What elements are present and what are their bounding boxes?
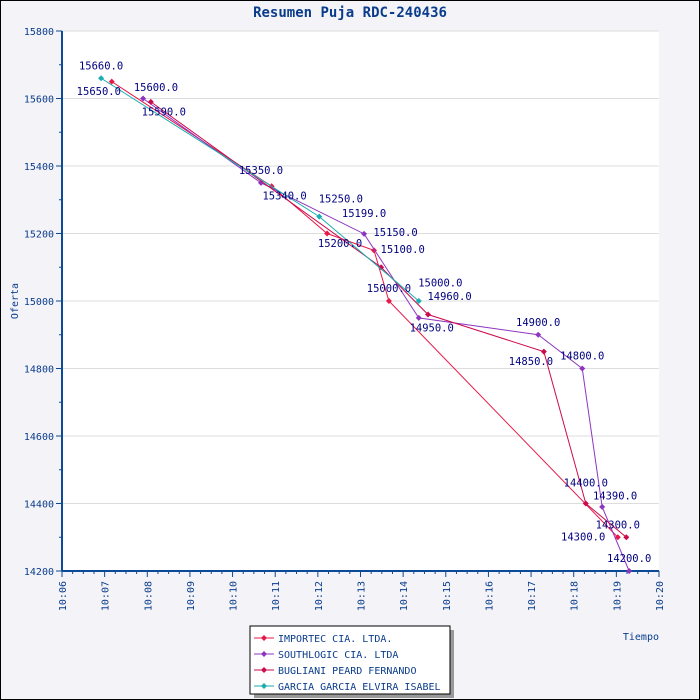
y-tick-label: 14200: [24, 567, 54, 578]
data-label: 15340.0: [262, 191, 306, 203]
data-point: [415, 298, 422, 304]
data-point: [98, 75, 105, 82]
data-point: [361, 230, 368, 237]
x-tick-label: 10:13: [357, 581, 368, 611]
data-label: 14200.0: [607, 553, 651, 565]
series-line-1: [142, 98, 630, 572]
data-point: [540, 348, 547, 355]
data-point: [378, 264, 385, 271]
series-line-2: [150, 101, 627, 538]
data-point: [415, 314, 422, 321]
y-tick-label: 15200: [24, 230, 54, 241]
data-point: [425, 311, 432, 318]
data-point: [614, 534, 621, 541]
x-tick-label: 10:14: [399, 581, 410, 611]
y-tick-label: 15800: [24, 27, 54, 38]
data-point: [535, 331, 542, 338]
legend-entry: GARCIA GARCIA ELVIRA ISABEL: [278, 682, 441, 693]
legend-entry: SOUTHLOGIC CIA. LTDA: [278, 650, 398, 661]
x-tick-label: 10:17: [527, 581, 538, 611]
series-line-0: [111, 81, 619, 538]
y-tick-label: 15600: [24, 95, 54, 106]
legend: IMPORTEC CIA. LTDA. SOUTHLOGIC CIA. LTDA B…: [249, 625, 454, 698]
y-tick-label: 14800: [24, 365, 54, 376]
y-tick-label: 14600: [24, 432, 54, 443]
data-point: [140, 95, 147, 102]
data-label: 14900.0: [516, 317, 560, 329]
y-tick-label: 15000: [24, 297, 54, 308]
data-label: 14850.0: [509, 356, 553, 368]
data-point: [579, 365, 586, 372]
data-label: 14300.0: [596, 519, 640, 531]
legend-entry: IMPORTEC CIA. LTDA.: [278, 634, 392, 645]
x-tick-label: 10:08: [143, 581, 154, 611]
data-point: [599, 503, 606, 510]
data-label: 15100.0: [381, 244, 425, 256]
data-label: 14390.0: [593, 490, 637, 502]
data-label: 14300.0: [561, 531, 605, 543]
x-tick-label: 10:09: [186, 581, 197, 611]
y-axis-label: Oferta: [10, 283, 21, 319]
chart-title: Resumen Puja RDC-240436: [253, 5, 447, 21]
data-point: [316, 213, 323, 220]
x-tick-label: 10:18: [570, 581, 581, 611]
data-point: [623, 534, 630, 541]
data-label: 14400.0: [564, 478, 608, 490]
data-label: 15600.0: [134, 82, 178, 94]
data-point: [108, 78, 115, 85]
x-tick-label: 10:15: [442, 581, 453, 611]
legend-marker-icon: [261, 683, 267, 689]
data-point: [385, 298, 392, 304]
data-label: 15000.0: [418, 278, 462, 290]
y-tick-label: 14400: [24, 500, 54, 511]
x-tick-label: 10:11: [271, 581, 282, 611]
x-tick-label: 10:10: [229, 581, 240, 611]
data-label: 15350.0: [239, 165, 283, 177]
data-point: [626, 568, 633, 574]
data-label: 15000.0: [367, 283, 411, 295]
legend-marker-icon: [261, 651, 267, 657]
data-point: [147, 98, 154, 105]
data-label: 15150.0: [373, 227, 417, 239]
legend-marker-icon: [261, 667, 267, 673]
legend-box: [249, 625, 451, 695]
x-tick-label: 10:20: [655, 581, 666, 611]
data-point: [324, 230, 331, 237]
data-label: 15199.0: [342, 208, 386, 220]
legend-marker-icon: [261, 635, 267, 641]
data-label: 15660.0: [79, 60, 123, 72]
x-axis-label: Tiempo: [623, 632, 659, 643]
x-tick-label: 10:07: [101, 581, 112, 611]
data-label: 14960.0: [427, 291, 471, 303]
data-point: [582, 500, 589, 507]
data-point: [258, 179, 264, 186]
data-label: 15250.0: [319, 193, 363, 205]
data-label: 15590.0: [142, 106, 186, 118]
data-label: 14800.0: [560, 351, 604, 363]
data-label: 14950.0: [410, 322, 454, 334]
x-tick-label: 10:12: [314, 581, 325, 611]
data-label: 15650.0: [77, 86, 121, 98]
legend-entry: BUGLIANI PEARD FERNANDO: [278, 666, 416, 677]
x-tick-label: 10:06: [58, 581, 69, 611]
y-tick-label: 15400: [24, 162, 54, 173]
x-tick-label: 10:16: [484, 581, 495, 611]
x-tick-label: 10:19: [612, 581, 623, 611]
data-label: 15200.0: [318, 238, 362, 250]
